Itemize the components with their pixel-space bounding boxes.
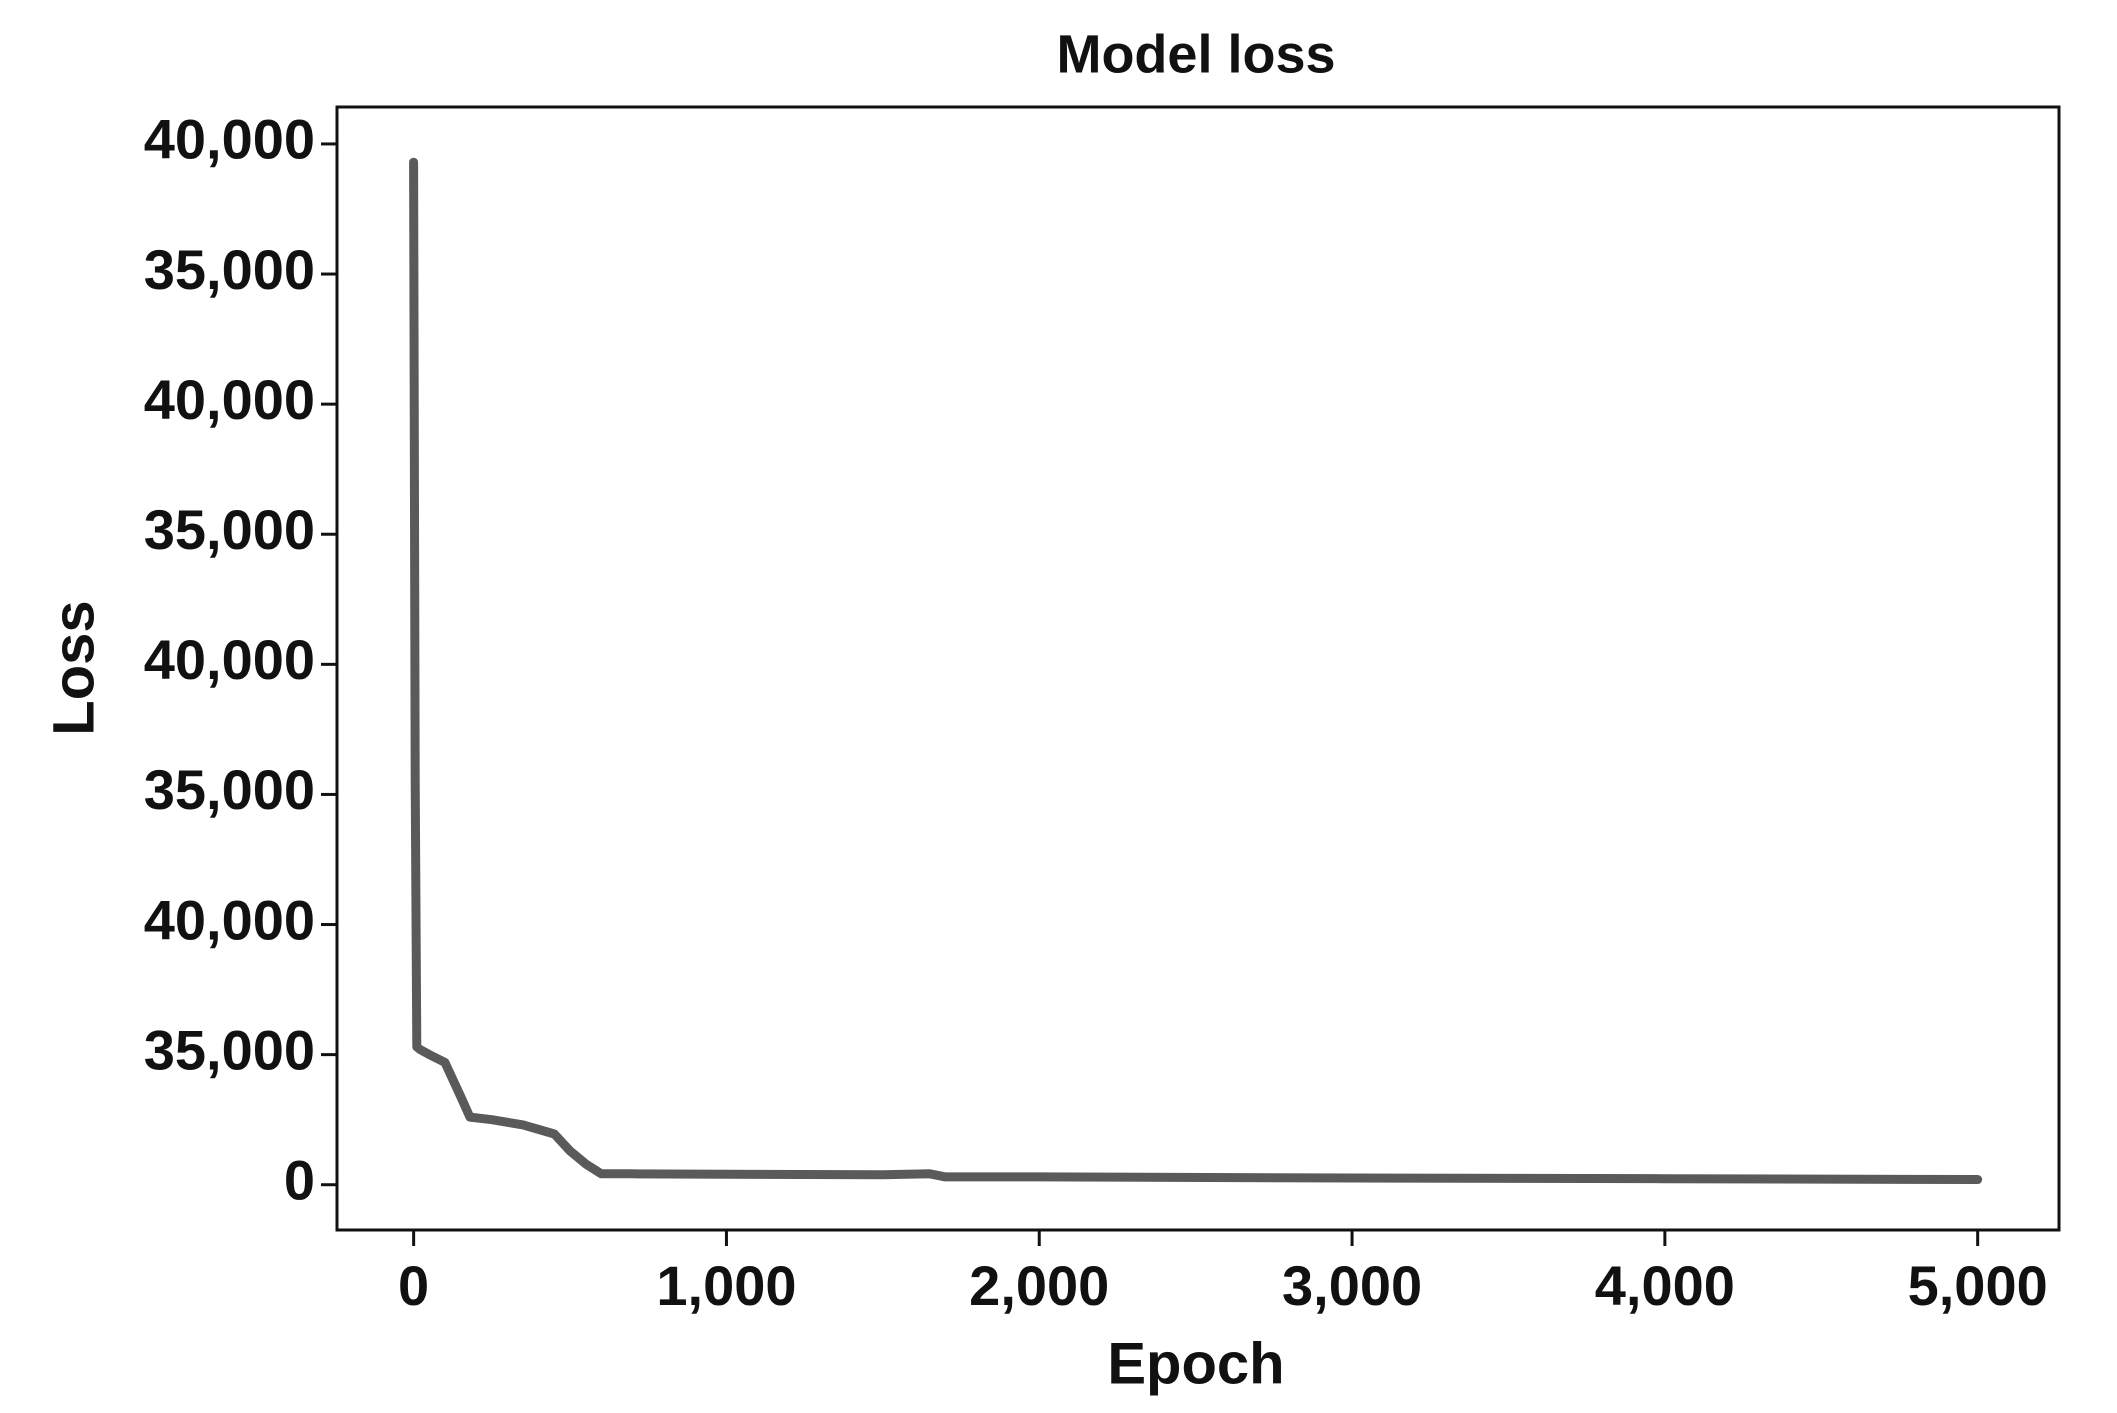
x-tick-label: 2,000 [969, 1254, 1109, 1317]
x-tick-label: 3,000 [1282, 1254, 1422, 1317]
y-tick-label: 35,000 [144, 1018, 315, 1081]
loss-line [409, 157, 1983, 1184]
y-tick-label: 40,000 [144, 888, 315, 951]
chart-title: Model loss [1056, 24, 1335, 84]
y-tick-label: 35,000 [144, 758, 315, 821]
x-tick-label: 1,000 [656, 1254, 796, 1317]
x-axis-label: Epoch [1107, 1331, 1284, 1396]
x-tick-label: 5,000 [1908, 1254, 2048, 1317]
plot-frame [335, 105, 2061, 1232]
y-tick-label: 40,000 [144, 108, 315, 171]
x-tick-label: 4,000 [1595, 1254, 1735, 1317]
y-tick-label: 40,000 [144, 368, 315, 431]
y-axis-label: Loss [41, 600, 106, 735]
y-tick-label: 35,000 [144, 498, 315, 561]
y-tick-label: 40,000 [144, 628, 315, 691]
y-tick-label: 35,000 [144, 238, 315, 301]
y-tick-label: 0 [284, 1149, 315, 1212]
x-tick-label: 0 [398, 1254, 429, 1317]
